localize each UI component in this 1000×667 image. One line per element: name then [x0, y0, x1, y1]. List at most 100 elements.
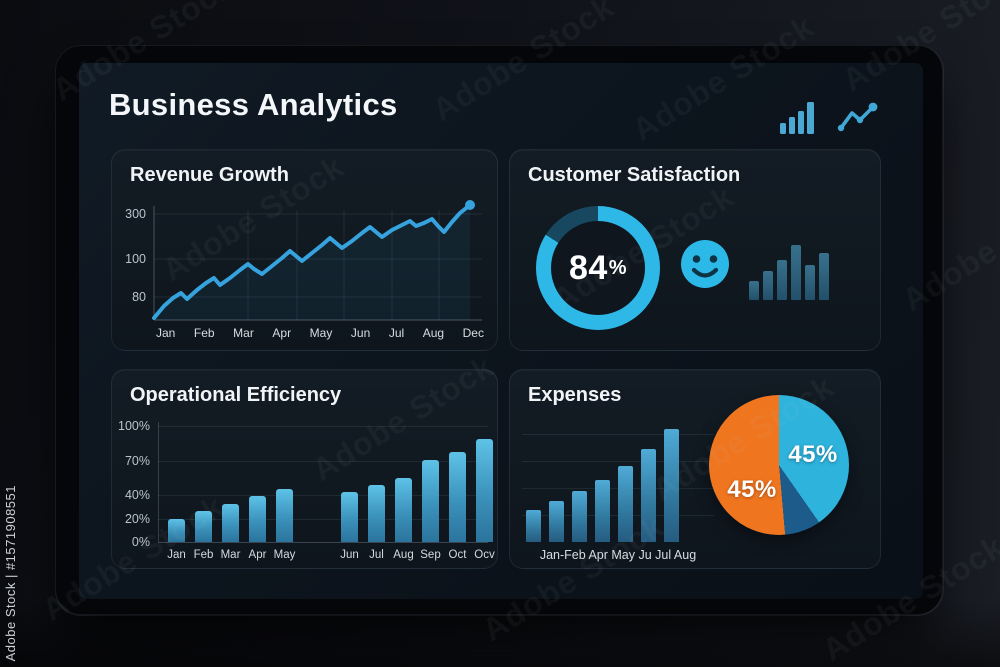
bar-column: Apr	[249, 495, 266, 561]
bar	[368, 485, 385, 542]
bar	[791, 245, 801, 300]
bar-column: Feb	[194, 510, 213, 561]
axis-tick: May	[309, 326, 333, 340]
axis-tick: 100%	[118, 419, 150, 433]
axis-tick: Mar	[233, 326, 254, 340]
axis-tick: 0%	[131, 535, 150, 549]
bar	[763, 270, 773, 300]
axis-tick: Jun	[350, 326, 371, 340]
x-axis-label: Jan-Feb Apr May Ju Jul Aug	[539, 548, 697, 562]
satisfaction-mini-bars	[749, 244, 833, 300]
x-axis-ticks: Jan Feb Mar Apr May Jun Jul Aug Dec	[156, 326, 484, 340]
bar	[819, 253, 829, 300]
bar	[777, 259, 787, 300]
bar	[341, 492, 358, 542]
axis-tick: 70%	[124, 454, 150, 468]
bar	[449, 451, 466, 542]
axis-tick: 40%	[124, 488, 150, 502]
panel-title: Customer Satisfaction	[528, 164, 741, 186]
axis-tick: Dec	[462, 326, 484, 340]
panel-operational-efficiency: Operational Efficiency 100% 70% 40% 20% …	[111, 369, 498, 569]
axis-tick: Jan	[156, 326, 176, 340]
gauge-center: 84%	[551, 221, 645, 315]
bar	[276, 488, 293, 542]
axis-tick: Jan	[167, 549, 186, 561]
bar	[249, 495, 266, 542]
header-icons	[777, 97, 879, 135]
bar	[168, 518, 185, 542]
bar	[572, 491, 587, 542]
bar	[749, 280, 759, 300]
bar-column: Oct	[449, 451, 466, 561]
axis-tick: Feb	[193, 326, 215, 340]
bar-chart-icon[interactable]	[777, 97, 819, 135]
bar	[618, 466, 633, 542]
axis-tick: Apr	[272, 326, 292, 340]
axis-tick: 20%	[124, 512, 150, 526]
pie-slice-label: 45%	[727, 476, 777, 503]
bar	[476, 438, 493, 542]
panel-title: Operational Efficiency	[130, 384, 342, 406]
axis-tick: Ocv	[474, 549, 495, 561]
panel-expenses: Expenses Jan-Feb Apr May Ju Jul Aug 45% …	[509, 369, 881, 569]
panel-revenue-growth: Revenue Growth 300 100 80	[111, 149, 498, 351]
bar-column: May	[274, 488, 295, 561]
expenses-bar-chart	[526, 426, 679, 542]
bar	[422, 459, 439, 542]
axis-tick: Aug	[422, 326, 445, 340]
line-endpoint-dot	[465, 200, 475, 210]
stock-id-watermark: Adobe Stock | #1571908551	[3, 484, 18, 661]
dashboard-screen: Business Analytics	[79, 63, 923, 599]
panel-title: Expenses	[528, 384, 622, 406]
satisfaction-gauge: 84%	[536, 206, 660, 330]
bar-column: Jul	[368, 485, 385, 561]
smiley-face-icon	[681, 240, 729, 288]
axis-tick: Aug	[393, 549, 414, 561]
gauge-value: 84	[568, 248, 608, 287]
bar	[805, 264, 815, 300]
panel-customer-satisfaction: Customer Satisfaction 84%	[509, 149, 881, 351]
y-axis-line	[158, 422, 159, 542]
bar-column: Ocv	[474, 438, 495, 561]
axis-tick: Apr	[248, 549, 267, 561]
axis-tick: May	[273, 549, 296, 561]
gauge-percent-sign: %	[608, 256, 628, 279]
trend-line-icon[interactable]	[837, 101, 879, 135]
bar-column: Mar	[221, 503, 240, 561]
bar-column: Sep	[420, 459, 441, 561]
bar	[664, 429, 679, 542]
axis-tick: Mar	[220, 549, 241, 561]
bar-column: Jun	[340, 492, 359, 561]
axis-tick: 100	[125, 252, 146, 266]
gridline	[158, 461, 488, 462]
axis-tick: Jun	[340, 549, 359, 561]
bar	[222, 503, 239, 542]
bar	[549, 501, 564, 542]
gridline	[522, 461, 714, 462]
x-axis-line	[158, 542, 488, 543]
bar-column: Jan	[167, 518, 186, 561]
gridline	[158, 519, 488, 520]
bar	[595, 479, 610, 542]
bar	[526, 510, 541, 542]
gridline	[522, 434, 714, 435]
axis-tick: Jul	[388, 326, 405, 340]
page-title: Business Analytics	[109, 87, 398, 122]
gridline	[158, 495, 488, 496]
bar	[395, 478, 412, 542]
bar	[641, 449, 656, 542]
bar-column: Aug	[393, 478, 414, 561]
expenses-pie-chart: 45% 45%	[709, 395, 849, 535]
tablet-frame: Business Analytics	[55, 45, 943, 615]
axis-tick: 300	[125, 207, 146, 221]
axis-tick: Sep	[420, 549, 441, 561]
panel-title: Revenue Growth	[130, 164, 289, 186]
axis-tick: Feb	[193, 549, 214, 561]
axis-tick: Jul	[369, 549, 384, 561]
pie-slice-label: 45%	[788, 441, 838, 468]
revenue-line-chart	[152, 200, 482, 321]
gridline	[158, 426, 488, 427]
bar	[195, 510, 212, 542]
axis-tick: 80	[132, 290, 146, 304]
